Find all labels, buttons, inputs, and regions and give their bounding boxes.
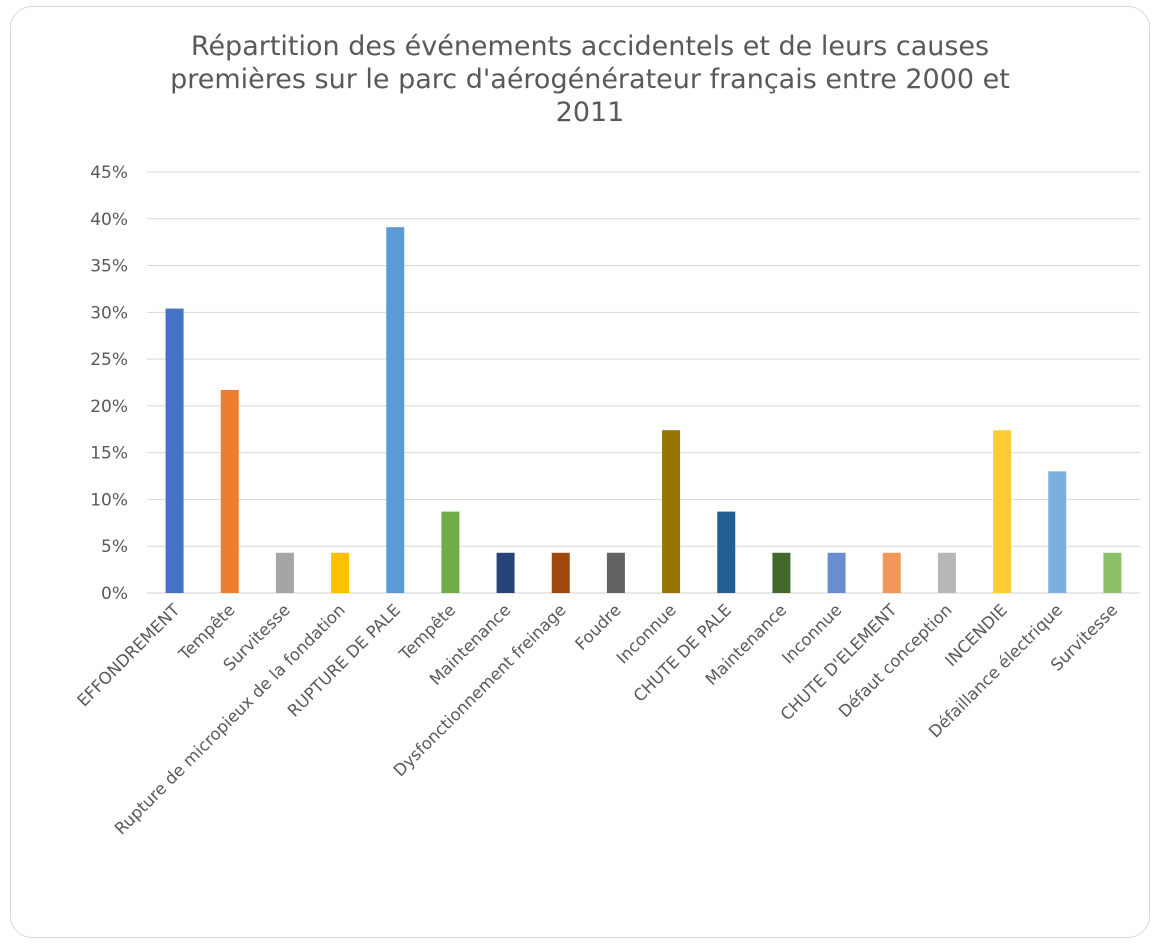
gridlines [147,171,1140,594]
x-category-label: EFFONDREMENT [74,600,185,711]
bar [331,552,350,593]
bar [275,552,294,593]
bar [441,511,460,593]
bar [551,552,570,593]
bar [220,389,239,593]
bar [165,308,184,593]
bar [827,552,846,593]
bar [772,552,791,593]
x-category-label: CHUTE DE PALE [630,600,735,705]
x-category-label: Foudre [571,600,624,653]
y-tick-label: 5% [101,537,128,557]
y-tick-label: 40% [90,210,128,230]
y-tick-label: 0% [101,584,128,604]
bar [606,552,625,593]
y-tick-label: 35% [90,257,128,277]
bar [717,511,736,593]
y-tick-label: 25% [90,350,128,370]
y-tick-label: 20% [90,397,128,417]
y-axis-tick-labels: 0% 5% 10% 15% 20% 25% 30% 35% 40% 45% [90,163,128,604]
chart-title: Répartition des événements accidentels e… [170,31,1010,128]
bar [1048,471,1067,593]
bar [882,552,901,593]
chart-frame [10,6,1150,938]
bar [386,227,405,593]
y-tick-label: 45% [90,163,128,183]
bar [937,552,956,593]
bar [1103,552,1122,593]
y-tick-label: 10% [90,490,128,510]
bar [993,430,1012,593]
bar [496,552,515,593]
y-tick-label: 30% [90,303,128,323]
bar [662,430,681,593]
bars [165,227,1122,593]
y-tick-label: 15% [90,444,128,464]
